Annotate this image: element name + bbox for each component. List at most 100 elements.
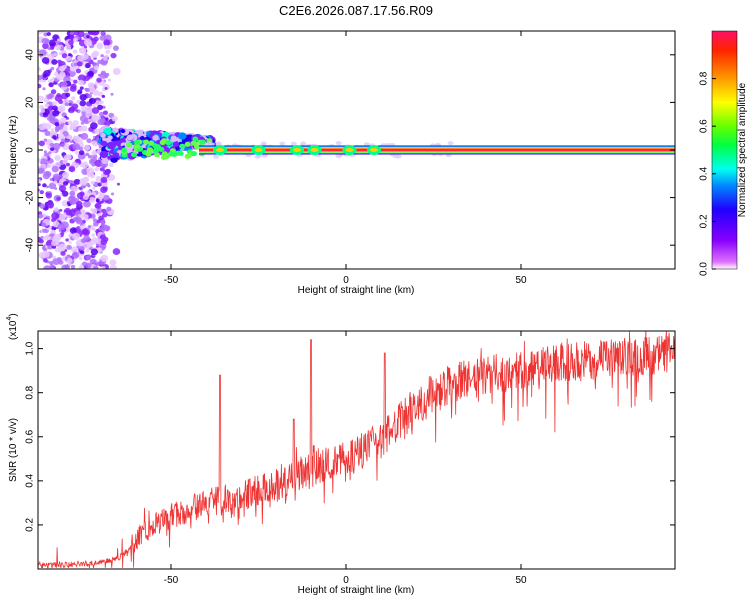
spectrogram-noise-blob: [53, 180, 58, 184]
spectrogram-band-blob: [126, 134, 134, 141]
spectrogram-noise-blob: [56, 138, 60, 142]
spectrogram-noise-blob: [79, 86, 84, 90]
spectrogram-noise-blob: [65, 238, 69, 242]
spectrogram-noise-blob: [87, 154, 93, 159]
spectrogram-noise-blob: [38, 238, 44, 244]
spectrogram-noise-blob: [67, 215, 71, 219]
spectrogram-band-blob: [102, 137, 107, 141]
spectrogram-noise-blob: [85, 110, 89, 114]
spectrogram-noise-blob: [43, 123, 52, 130]
spectrogram-noise-blob: [44, 103, 50, 108]
spectrogram-noise-blob: [47, 105, 54, 111]
spectrogram-noise-blob: [52, 220, 60, 228]
spectrogram-band-highlight: [163, 154, 170, 160]
spectrogram-noise-blob: [54, 155, 61, 161]
spectrogram-noise-blob: [91, 150, 98, 156]
spectrogram-noise-blob: [99, 35, 106, 41]
spectrogram-band-highlight: [184, 141, 191, 147]
spectrogram-band-highlight: [121, 147, 128, 153]
spectrogram-noise-blob: [104, 86, 108, 90]
spectrogram-noise-blob: [91, 208, 98, 214]
snr-series-line: [38, 331, 675, 569]
spectrogram-noise-blob: [77, 31, 85, 38]
spectrogram-noise-blob: [48, 39, 57, 47]
spectrogram-halo-blob: [335, 154, 342, 159]
spectrogram-noise-blob: [51, 240, 59, 247]
spectrogram-noise-blob: [41, 31, 46, 34]
spectrogram-noise-blob: [101, 208, 107, 214]
spectrogram-noise-blob: [62, 181, 69, 186]
spectrogram-band-blob: [152, 135, 159, 141]
spectrogram-band-highlight: [159, 140, 166, 146]
spectrogram-noise-blob: [81, 162, 89, 169]
spectrogram-noise-blob: [75, 68, 81, 74]
spectrogram-noise-blob: [81, 213, 89, 220]
spectrogram-noise-blob: [103, 56, 108, 61]
spectrogram-band-blob: [172, 141, 179, 147]
spectrogram-band-highlight: [134, 139, 141, 145]
spectrogram-halo-blob: [260, 141, 267, 146]
spectrogram-noise-blob: [39, 203, 46, 209]
spectrogram-band-highlight: [130, 152, 137, 158]
spectrogram-noise-blob: [68, 39, 74, 45]
spectrogram-noise-blob: [91, 233, 96, 237]
spectrogram-noise-blob: [38, 48, 41, 52]
spectrogram-noise-blob: [80, 125, 88, 132]
spectrogram-noise-blob: [68, 53, 72, 57]
snr-ytick-label: 1.0: [25, 341, 36, 355]
spectrogram-noise-blob: [103, 39, 111, 46]
spectrogram-noise-blob: [47, 53, 55, 61]
spectrogram-noise-blob: [39, 158, 48, 166]
spectrogram-noise-blob: [85, 152, 90, 157]
spectrogram-noise-blob: [40, 236, 44, 239]
spectrogram-noise-blob: [60, 143, 65, 148]
spectrogram-noise-blob: [48, 151, 52, 155]
spectrogram-noise-blob: [103, 110, 108, 115]
spectrogram-band-highlight: [158, 146, 165, 152]
spectrogram-noise-blob: [65, 92, 71, 98]
spectrogram-noise-blob: [39, 190, 44, 195]
spectrogram-noise-blob: [82, 54, 89, 61]
colorbar-frame: [711, 30, 738, 270]
spectrogram-band-highlight: [168, 151, 175, 157]
spectrogram-noise-blob: [60, 117, 67, 124]
spectrogram-noise-blob: [38, 123, 46, 131]
spectrogram-noise-blob: [79, 93, 87, 101]
spectrogram-band-blob: [100, 140, 107, 146]
spectrogram-noise-blob: [67, 262, 72, 266]
spectrogram-noise-blob: [43, 248, 47, 252]
snr-xtick-label: 50: [515, 575, 527, 586]
spectrogram-noise-blob: [97, 119, 105, 126]
carrier-wiggle-core: [216, 148, 224, 152]
colorbar-tick-label: 0.6: [699, 119, 710, 133]
spectrogram-band-blob: [99, 150, 109, 159]
snr-scale-factor: (x104): [6, 313, 19, 340]
spectrogram-noise-blob: [92, 186, 96, 190]
spectrogram-noise-blob: [95, 176, 102, 182]
spectrogram-noise-blob: [78, 150, 85, 156]
spectrogram-noise-blob: [94, 166, 100, 172]
spectrogram-noise-blob: [62, 171, 70, 179]
spectrogram-noise-blob: [41, 222, 47, 227]
spectrogram-noise-blob: [41, 37, 49, 45]
spectrogram-noise-blob: [52, 110, 60, 117]
spectrogram-noise-blob: [68, 195, 76, 202]
spectrogram-noise-blob: [52, 101, 57, 106]
spectrogram-noise-blob: [96, 77, 102, 83]
spectrogram-noise-blob: [74, 150, 80, 155]
carrier-wiggle-core: [293, 148, 301, 152]
spectrogram-band-blob: [104, 137, 111, 143]
spectrogram-noise-blob: [87, 94, 93, 98]
spectrogram-noise-blob: [71, 251, 80, 259]
scale-suffix: ): [8, 313, 19, 316]
spectrogram-noise-blob: [51, 165, 59, 173]
spectrogram-xtick-label: 0: [343, 275, 349, 286]
spectrogram-noise-blob: [61, 200, 69, 207]
spectrogram-noise-blob: [53, 234, 60, 241]
spectrogram-noise-blob: [54, 121, 60, 127]
spectrogram-noise-blob: [61, 81, 68, 88]
spectrogram-noise-blob: [87, 70, 94, 77]
spectrogram-noise-blob: [85, 248, 90, 253]
carrier-line-core: [199, 148, 675, 152]
spectrogram-noise-blob: [48, 182, 57, 190]
